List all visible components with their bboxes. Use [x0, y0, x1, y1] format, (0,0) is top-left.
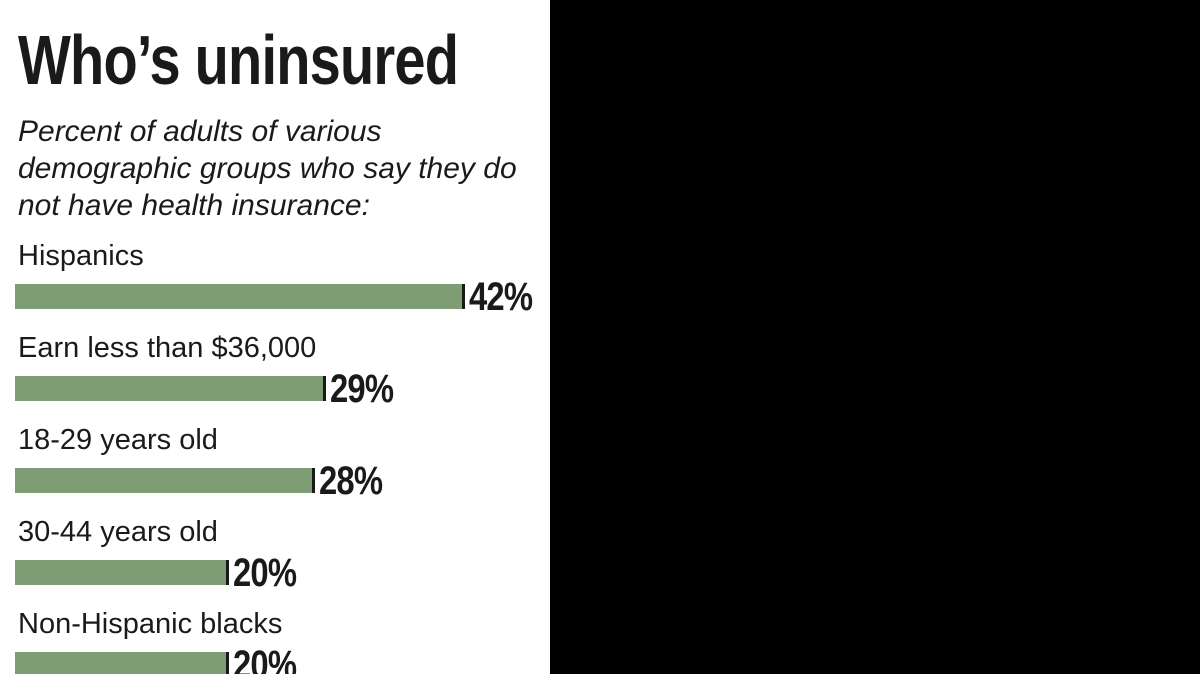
- bar: [15, 284, 465, 309]
- category-label: 18-29 years old: [18, 424, 218, 456]
- bar: [15, 560, 229, 585]
- bar: [15, 468, 315, 493]
- chart-title: Who’s uninsured: [18, 21, 459, 99]
- category-label: Earn less than $36,000: [18, 332, 317, 364]
- data-label: 20%: [233, 550, 297, 595]
- bar: [15, 652, 229, 674]
- category-label: Hispanics: [18, 240, 144, 272]
- chart-panel: Who’s uninsured Percent of adults of var…: [0, 0, 550, 674]
- chart-subtitle: Percent of adults of various demographic…: [18, 115, 517, 222]
- category-label: Non-Hispanic blacks: [18, 608, 283, 640]
- category-label: 30-44 years old: [18, 516, 218, 548]
- data-label: 42%: [469, 274, 533, 319]
- data-label: 29%: [330, 366, 394, 411]
- bar: [15, 376, 326, 401]
- bar-chart: Hispanics 42% Earn less than $36,000 29% 18-…: [0, 236, 550, 674]
- data-label: 20%: [233, 642, 297, 674]
- data-label: 28%: [319, 458, 383, 503]
